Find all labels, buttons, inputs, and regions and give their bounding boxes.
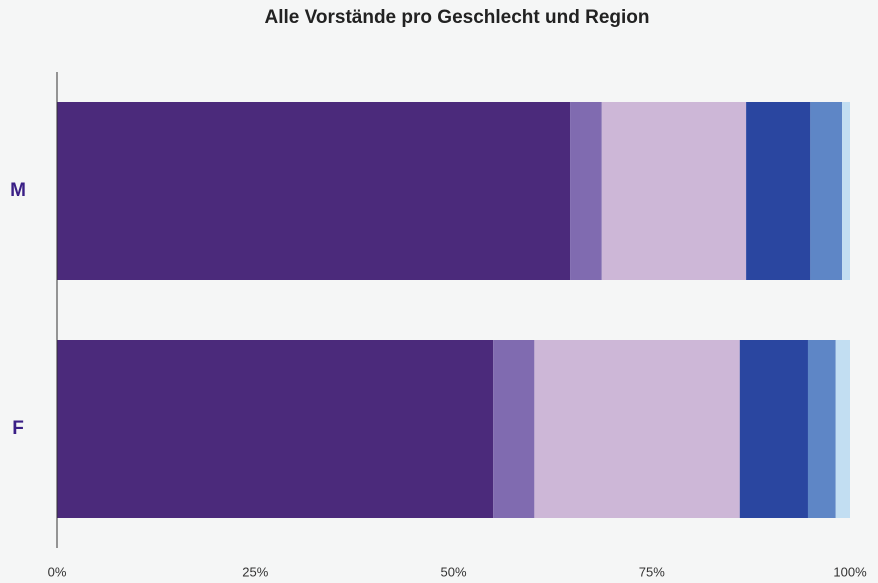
x-tick-label: 100% [833,564,867,579]
bar-segment [570,102,602,280]
x-tick-label: 75% [639,564,665,579]
chart-title: Alle Vorstände pro Geschlecht und Region [265,7,650,28]
y-tick-label: M [10,180,26,201]
bar-segment [57,102,571,280]
bar-segment [746,102,811,280]
bar-segment [842,102,850,280]
x-tick-label: 50% [440,564,466,579]
bar-segment [810,102,843,280]
bar-segment [835,340,850,518]
bar-segment [807,340,836,518]
bar-segment [601,102,747,280]
x-tick-label: 0% [48,564,67,579]
bar-segment [493,340,535,518]
bar-segment [57,340,494,518]
bar-segment [534,340,740,518]
x-tick-label: 25% [242,564,268,579]
bar-segment [739,340,808,518]
y-tick-label: F [12,418,24,439]
